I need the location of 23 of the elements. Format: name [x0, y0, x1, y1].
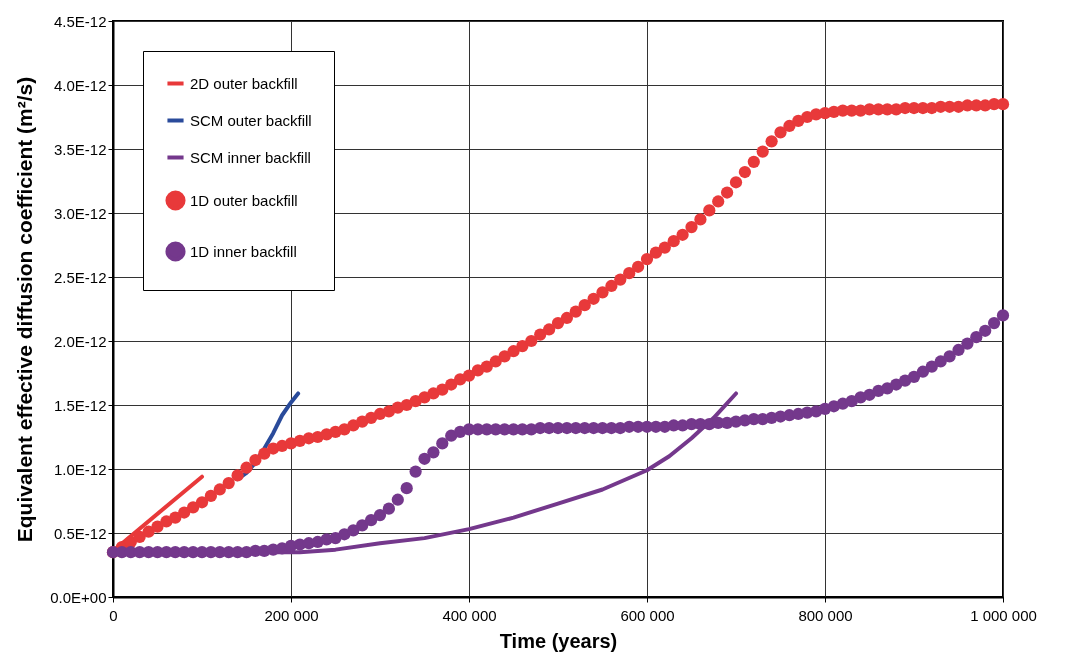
y-tick-label: 3.0E-12: [53, 204, 107, 222]
y-axis-title: Equivalent effective diffusion coefficient (m²/s): [13, 76, 37, 543]
x-tick-label: 0: [109, 606, 118, 624]
y-tick-label: 0.5E-12: [53, 524, 107, 542]
y-tick-label: 3.5E-12: [53, 140, 107, 158]
y-tick-label: 4.5E-12: [53, 12, 107, 30]
y-tick-label: 1.5E-12: [53, 396, 107, 414]
x-tick-label: 1 000 000: [970, 606, 1037, 624]
x-tick-label: 400 000: [442, 606, 497, 624]
x-tick-label: 800 000: [798, 606, 853, 624]
legend-label: SCM inner backfill: [190, 148, 311, 166]
legend-label: 1D outer backfill: [190, 191, 298, 209]
y-tick-label: 0.0E+00: [50, 588, 107, 606]
y-tick-label: 1.0E-12: [53, 460, 107, 478]
y-tick-label: 2.5E-12: [53, 268, 107, 286]
legend-label: 1D inner backfill: [190, 242, 297, 260]
x-tick-label: 600 000: [620, 606, 675, 624]
x-tick-label: 200 000: [264, 606, 319, 624]
y-tick-label: 2.0E-12: [53, 332, 107, 350]
y-tick-label: 4.0E-12: [53, 76, 107, 94]
legend-label: 2D outer backfill: [190, 74, 298, 92]
x-axis-title: Time (years): [499, 629, 618, 652]
legend-label: SCM outer backfill: [190, 111, 312, 129]
